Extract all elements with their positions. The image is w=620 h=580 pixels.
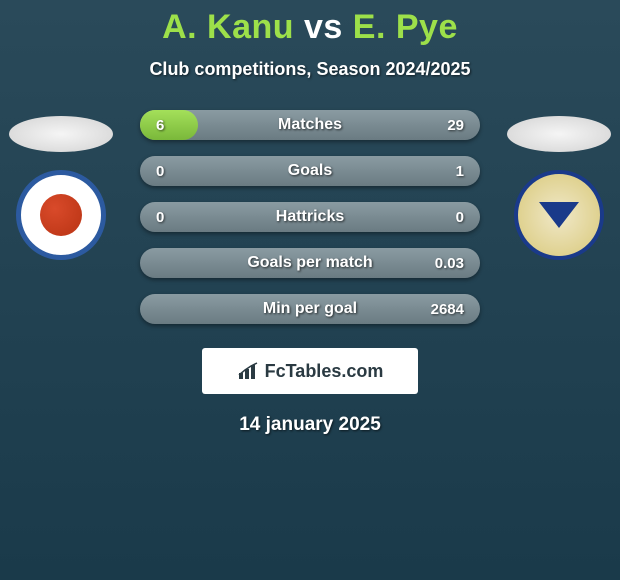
player2-column — [504, 116, 614, 260]
brand-logo: FcTables.com — [202, 348, 418, 394]
stat-value-left: 0 — [156, 209, 186, 226]
date-text: 14 january 2025 — [0, 414, 620, 436]
player2-name: E. Pye — [353, 8, 458, 46]
player2-avatar-placeholder — [507, 116, 611, 152]
brand-text: FcTables.com — [265, 361, 384, 382]
stat-value-right: 1 — [434, 163, 464, 180]
stat-label: Goals per match — [247, 254, 372, 272]
stat-value-left: 0 — [156, 163, 186, 180]
comparison-content: 6 Matches 29 0 Goals 1 0 Hattricks 0 Goals per ma… — [0, 110, 620, 324]
chart-icon — [237, 361, 261, 381]
stat-bar: Goals per match 0.03 — [140, 248, 480, 278]
stat-value-right: 0.03 — [434, 255, 464, 272]
stat-bar: 6 Matches 29 — [140, 110, 480, 140]
stat-label: Hattricks — [276, 208, 344, 226]
stat-value-right: 29 — [434, 117, 464, 134]
subtitle: Club competitions, Season 2024/2025 — [0, 59, 620, 80]
stat-bars: 6 Matches 29 0 Goals 1 0 Hattricks 0 Goals per ma… — [140, 110, 480, 324]
stat-label: Matches — [278, 116, 342, 134]
player1-column — [6, 116, 116, 260]
stat-bar: 0 Hattricks 0 — [140, 202, 480, 232]
stat-bar: Min per goal 2684 — [140, 294, 480, 324]
stat-label: Min per goal — [263, 300, 357, 318]
player2-club-badge — [514, 170, 604, 260]
player1-name: A. Kanu — [162, 8, 294, 46]
stat-value-left: 6 — [156, 117, 186, 134]
stat-value-right: 2684 — [431, 301, 464, 318]
page-title: A. Kanu vs E. Pye — [0, 0, 620, 47]
stat-bar: 0 Goals 1 — [140, 156, 480, 186]
stat-value-right: 0 — [434, 209, 464, 226]
player1-avatar-placeholder — [9, 116, 113, 152]
vs-text: vs — [304, 8, 343, 46]
player1-club-badge — [16, 170, 106, 260]
stat-label: Goals — [288, 162, 332, 180]
